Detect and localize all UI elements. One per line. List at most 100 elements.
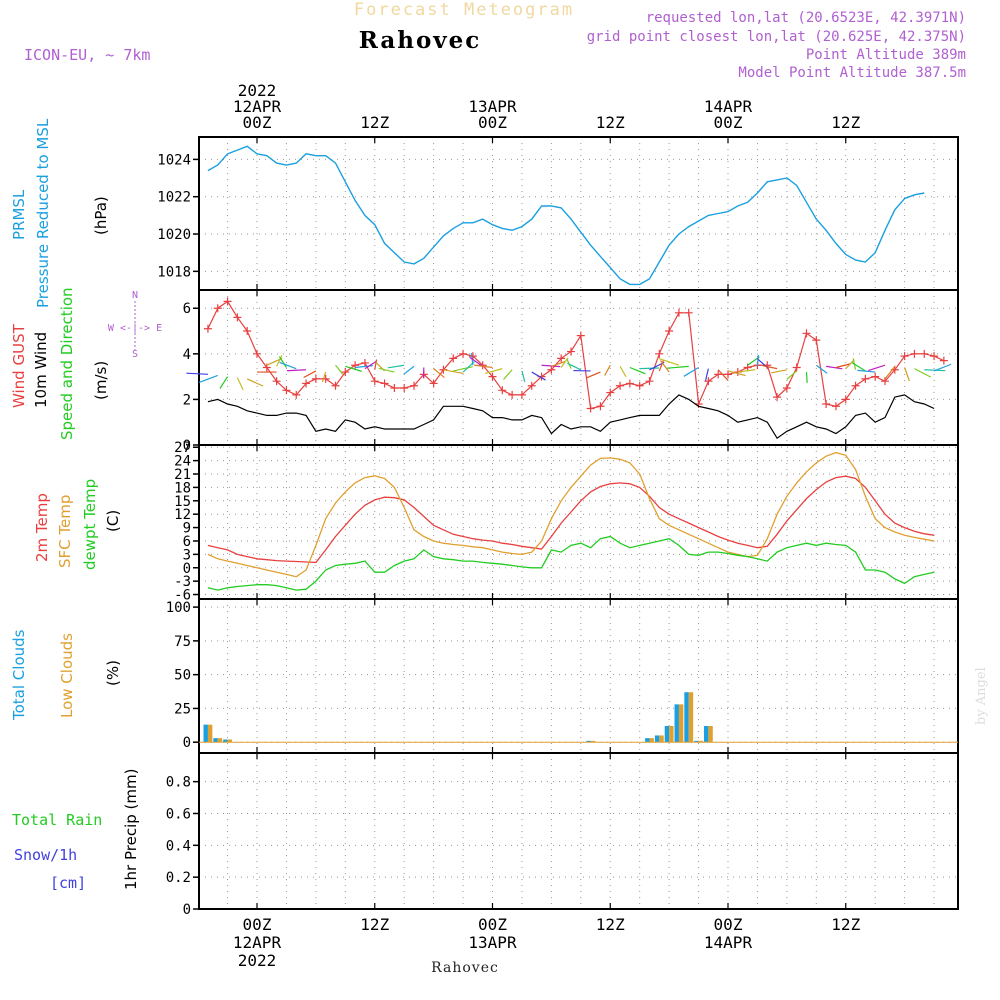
gust-marker [939,356,948,365]
wind-direction-arrow [374,359,378,370]
cloud-bar [669,725,674,743]
wind-frame [198,289,959,446]
temp-unit: (C) [104,510,122,532]
requested-coords: requested lon,lat (20.6523E, 42.3971N) [646,10,966,26]
wind-speed-direction-label: Speed and Direction [58,287,76,440]
gust-marker [606,388,615,397]
clouds-unit: (%) [104,660,122,686]
gust-marker [635,381,644,390]
gust-marker [910,349,919,358]
gust-marker [517,390,526,399]
gust-marker [831,402,840,411]
wind-direction-arrow [660,360,670,373]
temperature-ytick-label: 18 [174,480,191,496]
gust-marker [527,381,536,390]
pressure-ytick-label: 1018 [157,264,191,280]
plot-area: 10181020102210240246-6-30369121518212427… [157,81,959,970]
gust-marker [253,349,261,358]
gust-marker [812,336,821,345]
gust-marker [841,395,850,404]
gust-marker [645,377,654,386]
wind-direction-arrow [604,364,611,376]
temp-line-1 [207,451,935,578]
gust-marker [704,377,713,386]
top-time-label: 12Z [831,113,860,132]
wind-direction-arrow [345,365,362,372]
dewpt-label: dewpt Temp [81,479,99,570]
pressure-line [207,145,925,286]
temperature-ytick-label: 15 [174,494,191,510]
gust-marker [449,354,458,363]
clouds-ytick-label: 0 [183,735,191,751]
cloud-bar [203,724,208,743]
gust-marker [508,390,517,399]
wind-unit: (m/s) [92,361,110,400]
wind-direction-arrow [658,358,680,366]
gust-marker [351,361,360,370]
gust-marker [871,372,880,381]
point-altitude: Point Altitude 389m [806,47,966,63]
gust-marker [400,384,409,393]
precip-ytick-label: 0 [183,902,191,918]
top-time-label: 00Z [243,113,272,132]
wind-speed-line [207,394,935,440]
cloud-bar [645,738,650,743]
wind-direction-arrow [756,355,760,367]
cloud-bar [684,692,689,743]
cloud-bar [694,740,699,743]
cloud-bar [586,740,591,743]
gust-marker [341,368,350,377]
pressure-label-short: PRMSL [10,189,28,240]
wind-direction-arrow [747,356,760,366]
temperature-ytick-label: 27 [174,440,191,456]
cloud-bar [708,725,713,743]
wind-direction-arrow [933,363,952,372]
cloud-bar [207,724,213,743]
gust-marker [370,377,379,386]
wind-ytick-label: 4 [183,347,191,363]
precip-frame [198,752,959,910]
temperature-ytick-label: 9 [183,521,191,537]
gust-marker [331,381,340,390]
wind-direction-arrow [531,371,546,381]
wind-direction-arrow [567,362,582,371]
wind-direction-arrow [321,371,327,383]
gust-marker [390,384,399,393]
gust-marker [498,386,507,395]
wind-direction-arrow [541,364,561,368]
wind-direction-arrow [453,366,473,372]
model-altitude: Model Point Altitude 387.5m [738,65,966,81]
top-time-label: 00Z [714,113,743,132]
gust-marker [802,329,811,338]
wind-direction-arrow [503,369,513,380]
pressure-ytick-label: 1022 [157,190,191,206]
gust-marker [724,370,732,379]
gust-marker [782,384,791,393]
wind-direction-arrow [904,367,910,382]
wind-direction-arrow [914,368,932,378]
bottom-time-label: 14APR [704,933,753,952]
wind-direction-arrow [335,364,344,375]
cloud-bar [213,738,218,743]
wind-direction-arrow [236,377,244,391]
bottom-time-label: 13APR [468,933,517,952]
model-label: ICON-EU, ~ 7km [24,46,150,64]
pressure-unit: (hPa) [92,196,110,235]
gust-marker [311,374,320,383]
wind-direction-arrow [443,369,464,375]
snow-label: Snow/1h [14,846,77,864]
gust-marker [223,297,232,306]
temp2m-label: 2m Temp [33,493,51,562]
cloud-bar [674,704,679,743]
cloud-bar [590,740,596,743]
gust-marker [851,381,860,390]
wind-direction-arrow [278,356,287,368]
gust-marker [547,365,556,374]
gust-marker [410,381,418,390]
gust-marker [380,379,389,388]
wind-ytick-label: 0 [183,438,191,454]
wind-direction-arrow [551,360,566,367]
wind-ytick-label: 2 [183,392,191,408]
gust-marker [792,363,801,372]
